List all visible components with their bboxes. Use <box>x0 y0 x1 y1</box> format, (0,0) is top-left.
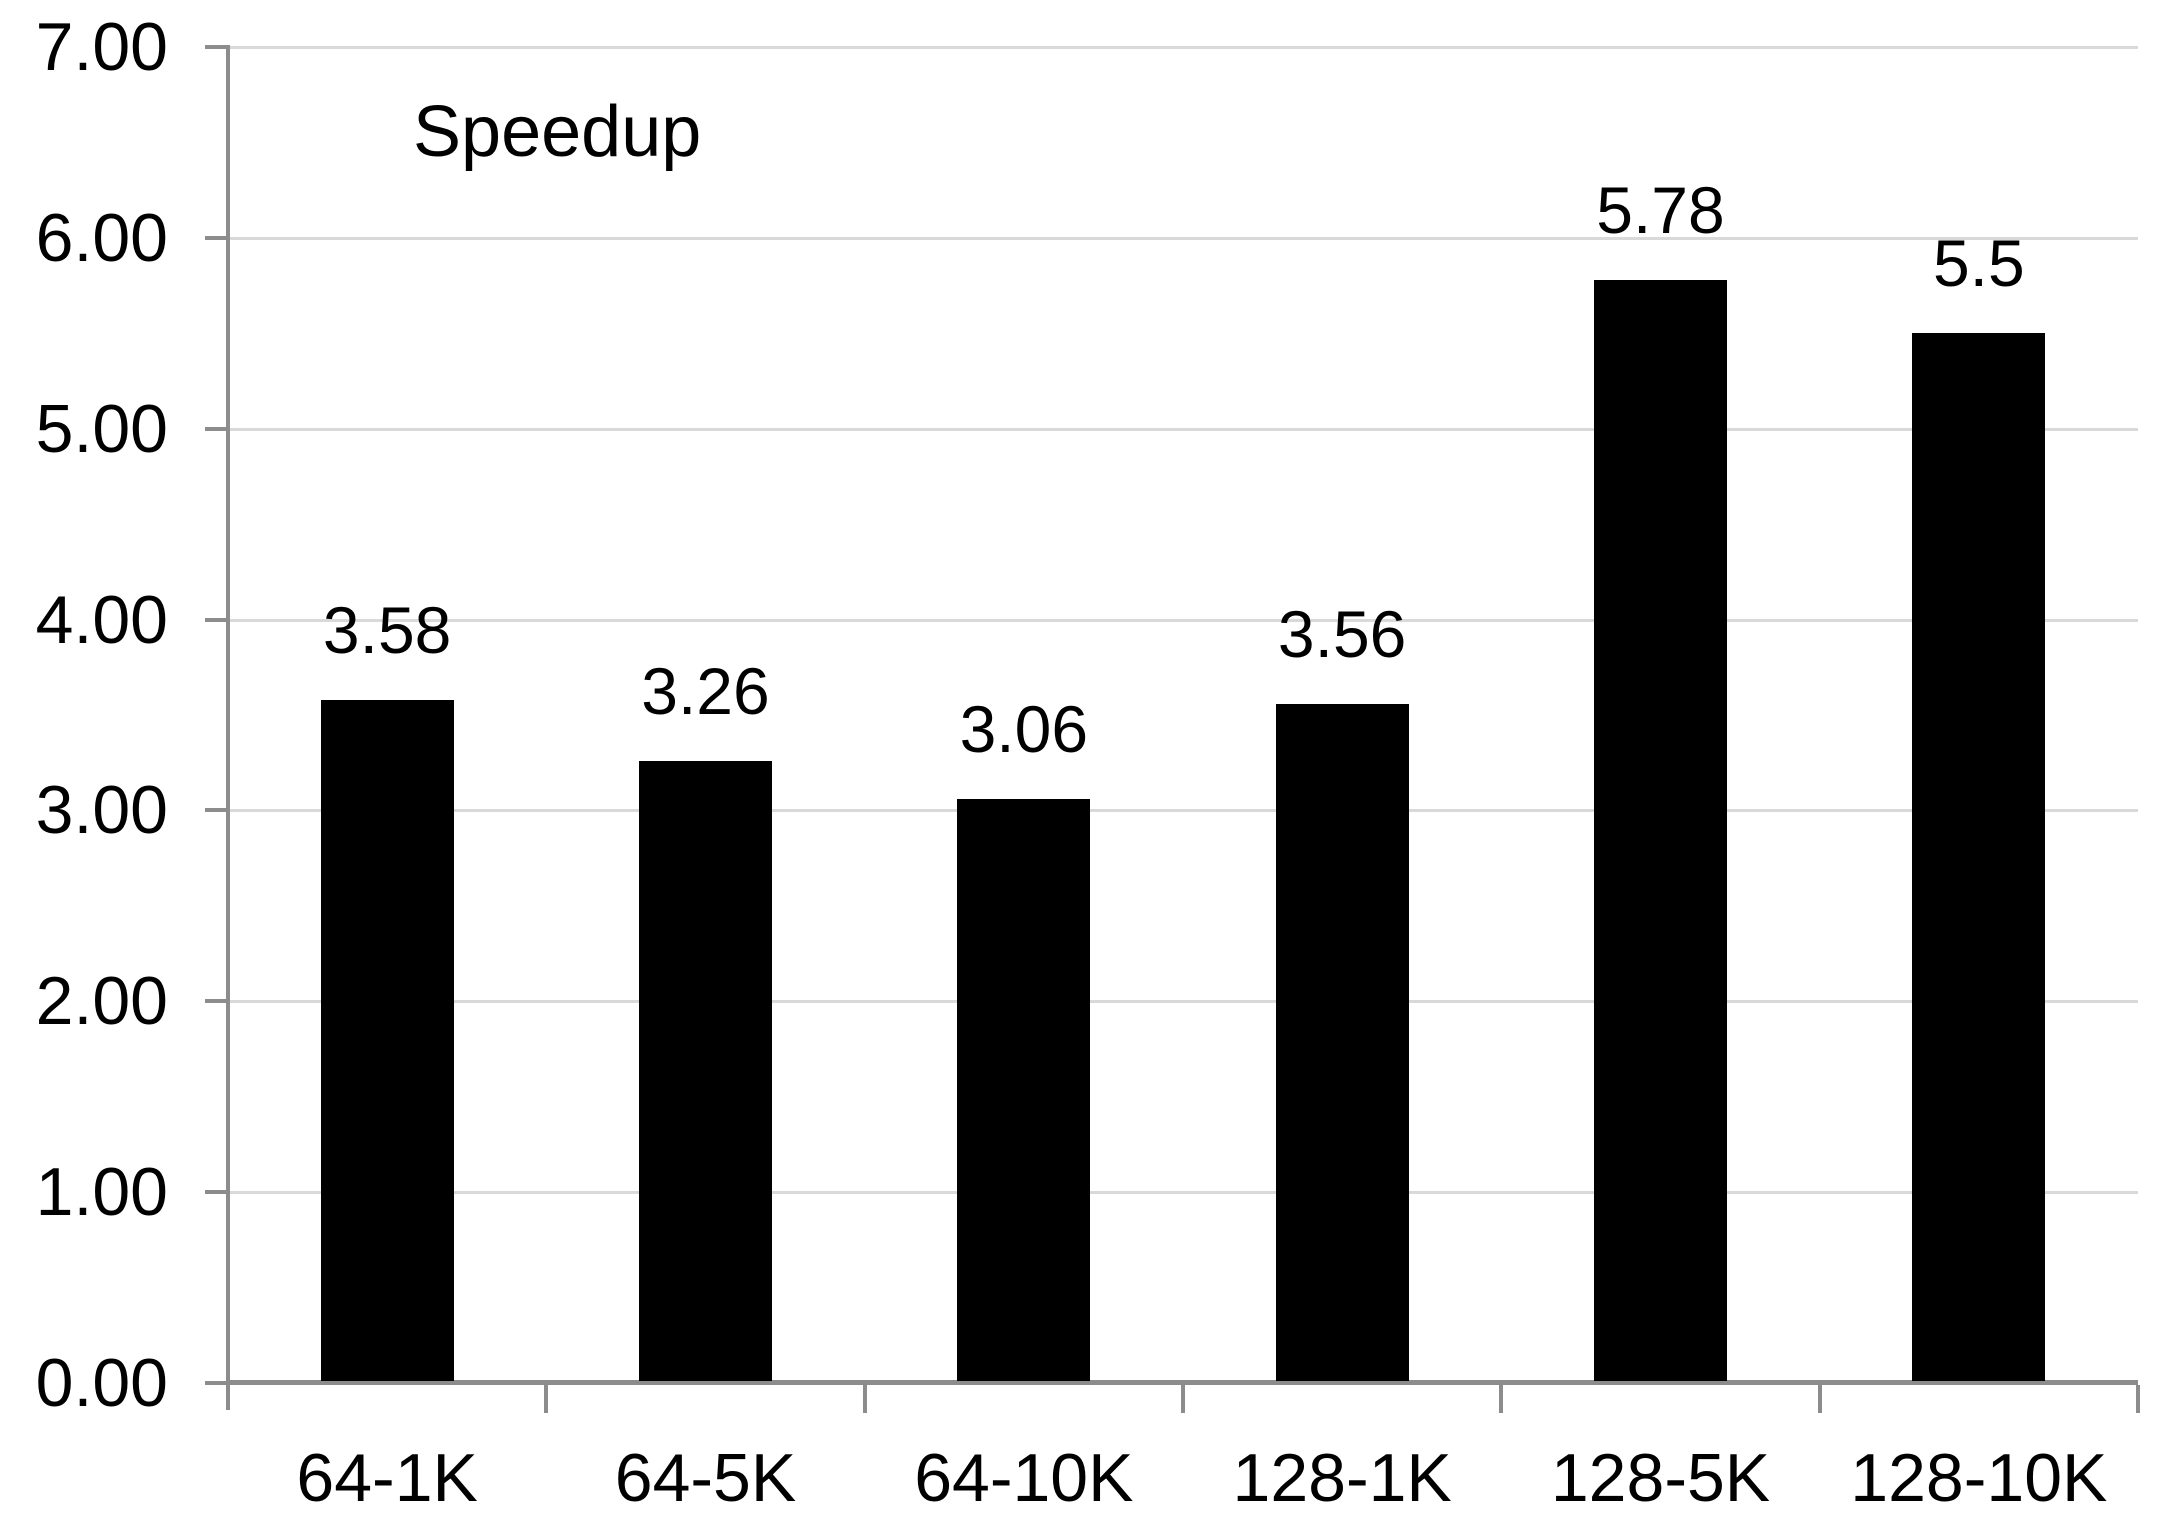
legend-label: Speedup <box>413 92 702 172</box>
y-axis-tick-label: 7.00 <box>35 9 168 85</box>
x-axis-tick <box>1817 1385 1822 1413</box>
x-axis-tick <box>544 1385 549 1413</box>
x-axis-tick <box>1499 1385 1504 1413</box>
bar-value-label: 3.56 <box>1277 596 1407 671</box>
bar-128-5K <box>1594 279 1727 1381</box>
x-axis-category-label: 128-1K <box>1232 1440 1452 1516</box>
x-axis-tick <box>1181 1385 1185 1413</box>
bar-value-label: 5.78 <box>1596 172 1725 247</box>
y-axis-tick <box>205 808 228 813</box>
x-axis-category-label: 64-1K <box>296 1440 478 1516</box>
gridline <box>228 1191 2138 1195</box>
y-axis-tick <box>205 1190 228 1195</box>
legend: Speedup <box>346 96 701 168</box>
x-axis-category-label: 64-10K <box>914 1440 1134 1516</box>
x-axis-line <box>228 1380 2138 1385</box>
x-axis-tick <box>862 1385 867 1413</box>
gridline <box>228 1000 2138 1004</box>
y-axis-tick <box>205 426 228 431</box>
y-axis-tick-label: 1.00 <box>35 1154 168 1231</box>
bar-128-1K <box>1275 703 1409 1381</box>
y-axis-tick <box>205 45 228 49</box>
gridline <box>228 809 2138 813</box>
y-axis-tick-label: 6.00 <box>35 199 168 276</box>
y-axis-tick-label: 3.00 <box>35 772 168 849</box>
y-axis-tick <box>205 1381 228 1385</box>
legend-swatch-icon <box>346 107 397 158</box>
bar-64-5K <box>639 760 772 1381</box>
y-axis-tick <box>205 999 228 1004</box>
bar-64-1K <box>320 699 454 1381</box>
bar-64-10K <box>957 798 1091 1381</box>
x-axis-tick <box>2136 1385 2140 1413</box>
bar-128-10K <box>1912 333 2046 1381</box>
y-axis-tick-label: 0.00 <box>35 1345 168 1421</box>
x-axis-category-label: 128-5K <box>1550 1440 1771 1516</box>
gridline <box>228 427 2138 431</box>
bar-value-label: 3.26 <box>641 653 770 728</box>
y-axis-line <box>226 45 230 1410</box>
y-axis-tick-label: 2.00 <box>35 963 168 1040</box>
gridline <box>228 46 2138 49</box>
gridline <box>228 618 2138 622</box>
bar-value-label: 5.5 <box>1932 226 2025 301</box>
y-axis-tick <box>205 235 228 240</box>
gridline <box>228 236 2138 240</box>
bar-value-label: 3.58 <box>322 592 452 667</box>
y-axis-tick-label: 4.00 <box>35 581 168 658</box>
bar-value-label: 3.06 <box>959 691 1089 766</box>
x-axis-category-label: 64-5K <box>614 1440 797 1516</box>
y-axis-tick <box>205 617 228 622</box>
x-axis-category-label: 128-10K <box>1850 1440 2108 1516</box>
y-axis-tick-label: 5.00 <box>35 390 168 467</box>
